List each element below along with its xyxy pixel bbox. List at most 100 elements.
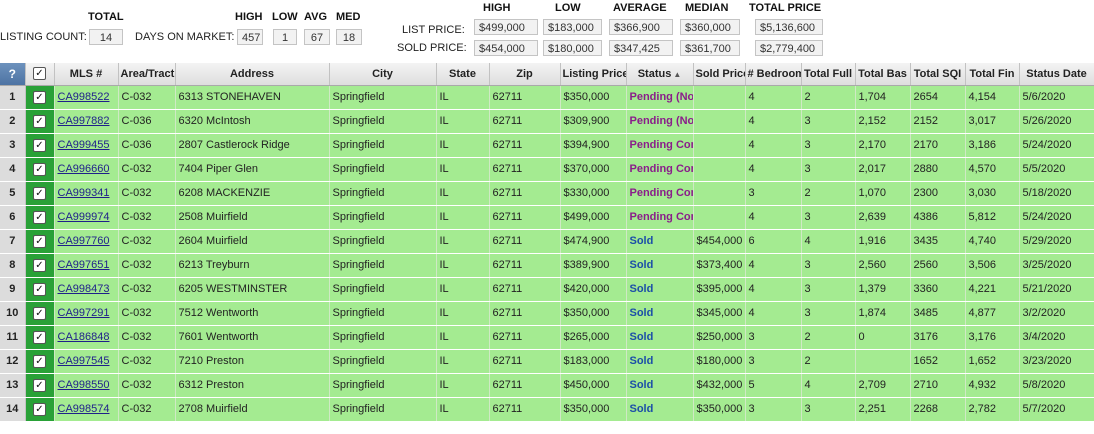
bedrooms-cell: 6	[745, 229, 802, 254]
mls-link[interactable]: CA997545	[57, 355, 110, 367]
dom-high-header: HIGH	[235, 11, 263, 23]
row-checkbox[interactable]: ✓	[33, 258, 46, 272]
table-row[interactable]: 9 ✓ CA998473 C-032 6205 WESTMINSTER Springfie…	[0, 277, 1094, 302]
mls-cell[interactable]: CA997545	[54, 349, 119, 374]
mls-cell[interactable]: CA186848	[54, 325, 119, 350]
column-header-listing-price[interactable]: Listing Price	[560, 63, 627, 86]
row-select-cell[interactable]: ✓	[25, 325, 55, 350]
mls-link[interactable]: CA186848	[57, 331, 110, 343]
summary-panel: TOTAL LISTING COUNT: 14 DAYS ON MARKET: …	[0, 0, 1094, 62]
mls-cell[interactable]: CA998574	[54, 397, 119, 422]
mls-cell[interactable]: CA998473	[54, 277, 119, 302]
table-row[interactable]: 7 ✓ CA997760 C-032 2604 Muirfield Springfield…	[0, 229, 1094, 254]
mls-link[interactable]: CA998522	[57, 91, 110, 103]
row-select-cell[interactable]: ✓	[25, 133, 55, 158]
row-checkbox[interactable]: ✓	[33, 186, 46, 200]
mls-link[interactable]: CA999455	[57, 139, 110, 151]
row-checkbox[interactable]: ✓	[33, 306, 46, 320]
table-row[interactable]: 14 ✓ CA998574 C-032 2708 Muirfield Springfiel…	[0, 397, 1094, 422]
column-header-total-fin[interactable]: Total Fin	[965, 63, 1020, 86]
row-checkbox[interactable]: ✓	[33, 330, 46, 344]
column-header-mls[interactable]: MLS #	[54, 63, 119, 86]
mls-cell[interactable]: CA997760	[54, 229, 119, 254]
table-row[interactable]: 11 ✓ CA186848 C-032 7601 Wentworth Springfiel…	[0, 325, 1094, 350]
table-row[interactable]: 2 ✓ CA997882 C-036 6320 McIntosh Springfield I…	[0, 109, 1094, 134]
mls-cell[interactable]: CA997291	[54, 301, 119, 326]
total-full-cell: 3	[801, 109, 856, 134]
column-header-address[interactable]: Address	[175, 63, 330, 86]
mls-cell[interactable]: CA999341	[54, 181, 119, 206]
column-header-zip[interactable]: Zip	[489, 63, 561, 86]
column-header-total-sqi[interactable]: Total SQI	[910, 63, 966, 86]
mls-link[interactable]: CA998550	[57, 379, 110, 391]
row-checkbox[interactable]: ✓	[33, 378, 46, 392]
city-cell: Springfield	[329, 397, 437, 422]
area-cell: C-032	[118, 181, 176, 206]
row-checkbox[interactable]: ✓	[33, 90, 46, 104]
column-header-area[interactable]: Area/Tract	[118, 63, 176, 86]
table-row[interactable]: 8 ✓ CA997651 C-032 6213 Treyburn Springfield I…	[0, 253, 1094, 278]
row-select-cell[interactable]: ✓	[25, 109, 55, 134]
mls-cell[interactable]: CA998522	[54, 85, 119, 110]
mls-link[interactable]: CA998574	[57, 403, 110, 415]
city-cell: Springfield	[329, 229, 437, 254]
mls-link[interactable]: CA997882	[57, 115, 110, 127]
column-header-sold-price[interactable]: Sold Price	[693, 63, 746, 86]
zip-cell: 62711	[489, 205, 561, 230]
mls-cell[interactable]: CA996660	[54, 157, 119, 182]
row-select-cell[interactable]: ✓	[25, 277, 55, 302]
row-select-cell[interactable]: ✓	[25, 301, 55, 326]
row-select-cell[interactable]: ✓	[25, 349, 55, 374]
select-all-checkbox[interactable]: ✓	[33, 67, 46, 81]
table-row[interactable]: 10 ✓ CA997291 C-032 7512 Wentworth Springfiel…	[0, 301, 1094, 326]
table-row[interactable]: 6 ✓ CA999974 C-032 2508 Muirfield Springfield…	[0, 205, 1094, 230]
mls-link[interactable]: CA999974	[57, 211, 110, 223]
column-header-status-date[interactable]: Status Date	[1019, 63, 1094, 86]
column-header-bedrooms[interactable]: # Bedrooms	[745, 63, 802, 86]
select-all-column-header[interactable]: ✓	[25, 63, 55, 86]
mls-link[interactable]: CA996660	[57, 163, 110, 175]
column-header-city[interactable]: City	[329, 63, 437, 86]
total-sqi-cell: 2300	[910, 181, 966, 206]
row-checkbox[interactable]: ✓	[33, 234, 46, 248]
help-column-header[interactable]: ?	[0, 63, 26, 86]
row-select-cell[interactable]: ✓	[25, 85, 55, 110]
mls-cell[interactable]: CA997882	[54, 109, 119, 134]
column-header-total-full[interactable]: Total Full	[801, 63, 856, 86]
row-select-cell[interactable]: ✓	[25, 253, 55, 278]
mls-link[interactable]: CA997760	[57, 235, 110, 247]
row-select-cell[interactable]: ✓	[25, 157, 55, 182]
row-select-cell[interactable]: ✓	[25, 373, 55, 398]
row-checkbox[interactable]: ✓	[33, 282, 46, 296]
row-select-cell[interactable]: ✓	[25, 181, 55, 206]
table-row[interactable]: 4 ✓ CA996660 C-032 7404 Piper Glen Springfiel…	[0, 157, 1094, 182]
column-header-status[interactable]: Status ▲	[626, 63, 694, 86]
row-select-cell[interactable]: ✓	[25, 397, 55, 422]
mls-link[interactable]: CA998473	[57, 283, 110, 295]
mls-cell[interactable]: CA999455	[54, 133, 119, 158]
mls-link[interactable]: CA997651	[57, 259, 110, 271]
total-fin-cell: 1,652	[965, 349, 1020, 374]
mls-cell[interactable]: CA998550	[54, 373, 119, 398]
table-row[interactable]: 13 ✓ CA998550 C-032 6312 Preston Springfield I…	[0, 373, 1094, 398]
row-select-cell[interactable]: ✓	[25, 205, 55, 230]
row-checkbox[interactable]: ✓	[33, 210, 46, 224]
column-header-total-bas[interactable]: Total Bas	[855, 63, 911, 86]
table-row[interactable]: 1 ✓ CA998522 C-032 6313 STONEHAVEN Springfiel…	[0, 85, 1094, 110]
mls-cell[interactable]: CA999974	[54, 205, 119, 230]
total-full-cell: 3	[801, 277, 856, 302]
table-row[interactable]: 3 ✓ CA999455 C-036 2807 Castlerock Ridge Spri…	[0, 133, 1094, 158]
column-header-state[interactable]: State	[436, 63, 490, 86]
mls-link[interactable]: CA999341	[57, 187, 110, 199]
row-checkbox[interactable]: ✓	[33, 402, 46, 416]
row-checkbox[interactable]: ✓	[33, 354, 46, 368]
table-row[interactable]: 12 ✓ CA997545 C-032 7210 Preston Springfield I…	[0, 349, 1094, 374]
row-checkbox[interactable]: ✓	[33, 114, 46, 128]
row-checkbox[interactable]: ✓	[33, 138, 46, 152]
mls-link[interactable]: CA997291	[57, 307, 110, 319]
row-checkbox[interactable]: ✓	[33, 162, 46, 176]
mls-cell[interactable]: CA997651	[54, 253, 119, 278]
row-select-cell[interactable]: ✓	[25, 229, 55, 254]
sold-price-cell: $250,000	[693, 325, 746, 350]
table-row[interactable]: 5 ✓ CA999341 C-032 6208 MACKENZIE Springfield…	[0, 181, 1094, 206]
